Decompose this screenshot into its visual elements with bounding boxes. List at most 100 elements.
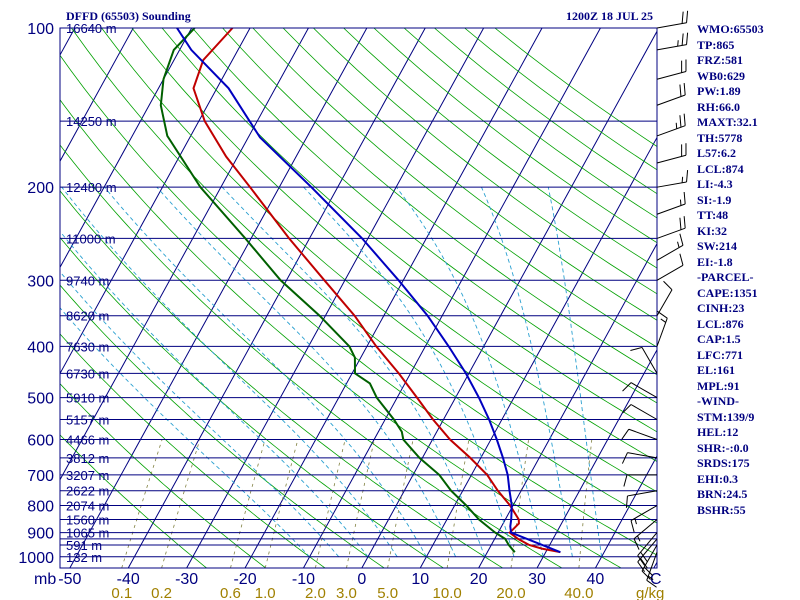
- wind-barb-staff: [656, 318, 668, 347]
- wind-barb-flag: [677, 241, 680, 248]
- wind-barb-staff: [641, 347, 658, 374]
- dry-adiabat-line: [71, 28, 657, 524]
- wind-barb-flag: [683, 83, 686, 96]
- mixing-ratio-label: 20.0: [496, 585, 525, 600]
- wind-barb-flag: [625, 495, 628, 508]
- temperature-profile-line: [192, 28, 561, 554]
- dry-adiabat-line: [101, 28, 657, 493]
- sounding-index-item: TH:5778: [697, 130, 743, 145]
- wind-barb: [622, 382, 658, 399]
- wind-barb: [656, 143, 687, 164]
- mixing-ratio-label: 0.6: [220, 585, 241, 600]
- wind-barb-flag: [686, 32, 689, 45]
- wind-barb-flag: [679, 233, 684, 246]
- isotherm-line: [60, 28, 134, 163]
- wind-barb: [656, 113, 686, 137]
- temperature-tick-label: 10: [411, 571, 429, 588]
- sounding-index-item: EHI:0.3: [697, 471, 739, 486]
- wind-barb-flag: [637, 555, 646, 566]
- sounding-index-item: LI:-4.3: [697, 177, 733, 191]
- sounding-index-item: CINH:23: [697, 301, 745, 315]
- wind-barb: [646, 551, 658, 588]
- mixing-ratio-label: 1.0: [255, 585, 276, 600]
- isotherm-line: [186, 28, 485, 568]
- wind-barb-flag: [637, 535, 641, 542]
- height-label: 6730 m: [66, 366, 109, 381]
- moist-adiabat-line: [303, 186, 515, 557]
- sounding-index-item: SHR:-:0.0: [697, 440, 749, 455]
- wind-barb-staff: [628, 428, 658, 440]
- mixing-ratio-line: [315, 439, 346, 568]
- dry-adiabat-line: [131, 28, 657, 462]
- height-label: 14250 m: [66, 114, 117, 129]
- wind-barb: [623, 474, 657, 487]
- wind-barb: [637, 532, 658, 566]
- height-label: 1065 m: [66, 526, 109, 541]
- mixing-ratio-label: 10.0: [433, 585, 462, 600]
- chart-grid: [0, 28, 657, 568]
- wind-barb: [625, 490, 658, 508]
- isotherm-line: [69, 28, 368, 568]
- wind-barb-flag: [640, 558, 648, 569]
- moist-adiabat-line: [60, 230, 369, 558]
- wind-barb-flag: [647, 575, 654, 580]
- wind-barb: [656, 10, 689, 29]
- wind-barb-flag: [633, 538, 640, 550]
- wind-barb: [656, 191, 686, 215]
- wind-barb-staff: [637, 532, 658, 556]
- height-label: 591 m: [66, 538, 102, 553]
- mixing-ratio-label: 5.0: [377, 585, 398, 600]
- temperature-tick-label: -50: [58, 571, 81, 588]
- wind-barb-flag: [663, 280, 673, 291]
- wind-barb-flag: [643, 566, 654, 576]
- pressure-tick-label: 900: [27, 526, 54, 543]
- wind-barb: [656, 216, 686, 239]
- mixing-ratio-label: 3.0: [336, 585, 357, 600]
- dry-adiabat-line: [60, 144, 563, 568]
- isotherm-line: [127, 28, 426, 568]
- isotherm-line: [60, 28, 193, 269]
- wind-barb-staff: [656, 70, 687, 80]
- sounding-index-item: SW:214: [697, 239, 738, 253]
- wind-barb-flag: [683, 191, 686, 205]
- wind-barb-flag: [675, 122, 678, 129]
- wind-barb-flag: [622, 404, 632, 414]
- isotherm-line: [536, 348, 657, 568]
- wind-barb-staff: [656, 244, 684, 261]
- temperature-tick-label: -30: [175, 571, 198, 588]
- sounding-index-item: KI:32: [697, 223, 727, 238]
- wind-barb-staff: [627, 452, 658, 459]
- wind-barb-flag: [634, 518, 637, 525]
- mixing-ratio-line: [161, 439, 201, 568]
- wind-barb: [641, 544, 658, 580]
- height-label: 12480 m: [66, 180, 117, 195]
- temperature-unit-label: C: [650, 571, 662, 588]
- height-label: 4466 m: [66, 432, 109, 447]
- wind-barb-flag: [637, 561, 646, 572]
- sounding-index-item: MAXT:32.1: [697, 115, 758, 129]
- pressure-tick-label: 600: [27, 432, 54, 449]
- temperature-tick-label: -40: [117, 571, 140, 588]
- mixing-ratio-line: [346, 439, 375, 568]
- sounding-index-item: CAPE:1351: [697, 285, 758, 300]
- dry-adiabat-line: [60, 99, 622, 568]
- dry-adiabat-line: [60, 236, 444, 568]
- wind-barb-flag: [686, 10, 689, 23]
- height-label: 3812 m: [66, 451, 109, 466]
- isotherm-line: [0, 28, 16, 568]
- mixing-ratio-line: [578, 439, 593, 568]
- wind-barb: [656, 83, 686, 106]
- wind-barb-flag: [641, 570, 651, 580]
- wind-barb-flag: [646, 579, 657, 588]
- dry-adiabat-line: [313, 28, 657, 295]
- wind-barb-flag: [630, 520, 635, 533]
- wind-barb-staff: [627, 490, 658, 497]
- sounding-index-item: RH:66.0: [697, 99, 740, 114]
- dry-adiabat-line: [161, 28, 657, 433]
- sounding-index-item: TT:48: [697, 208, 729, 222]
- wind-barb-flag: [622, 382, 632, 392]
- isotherm-line: [361, 30, 657, 568]
- wind-barb: [656, 169, 689, 188]
